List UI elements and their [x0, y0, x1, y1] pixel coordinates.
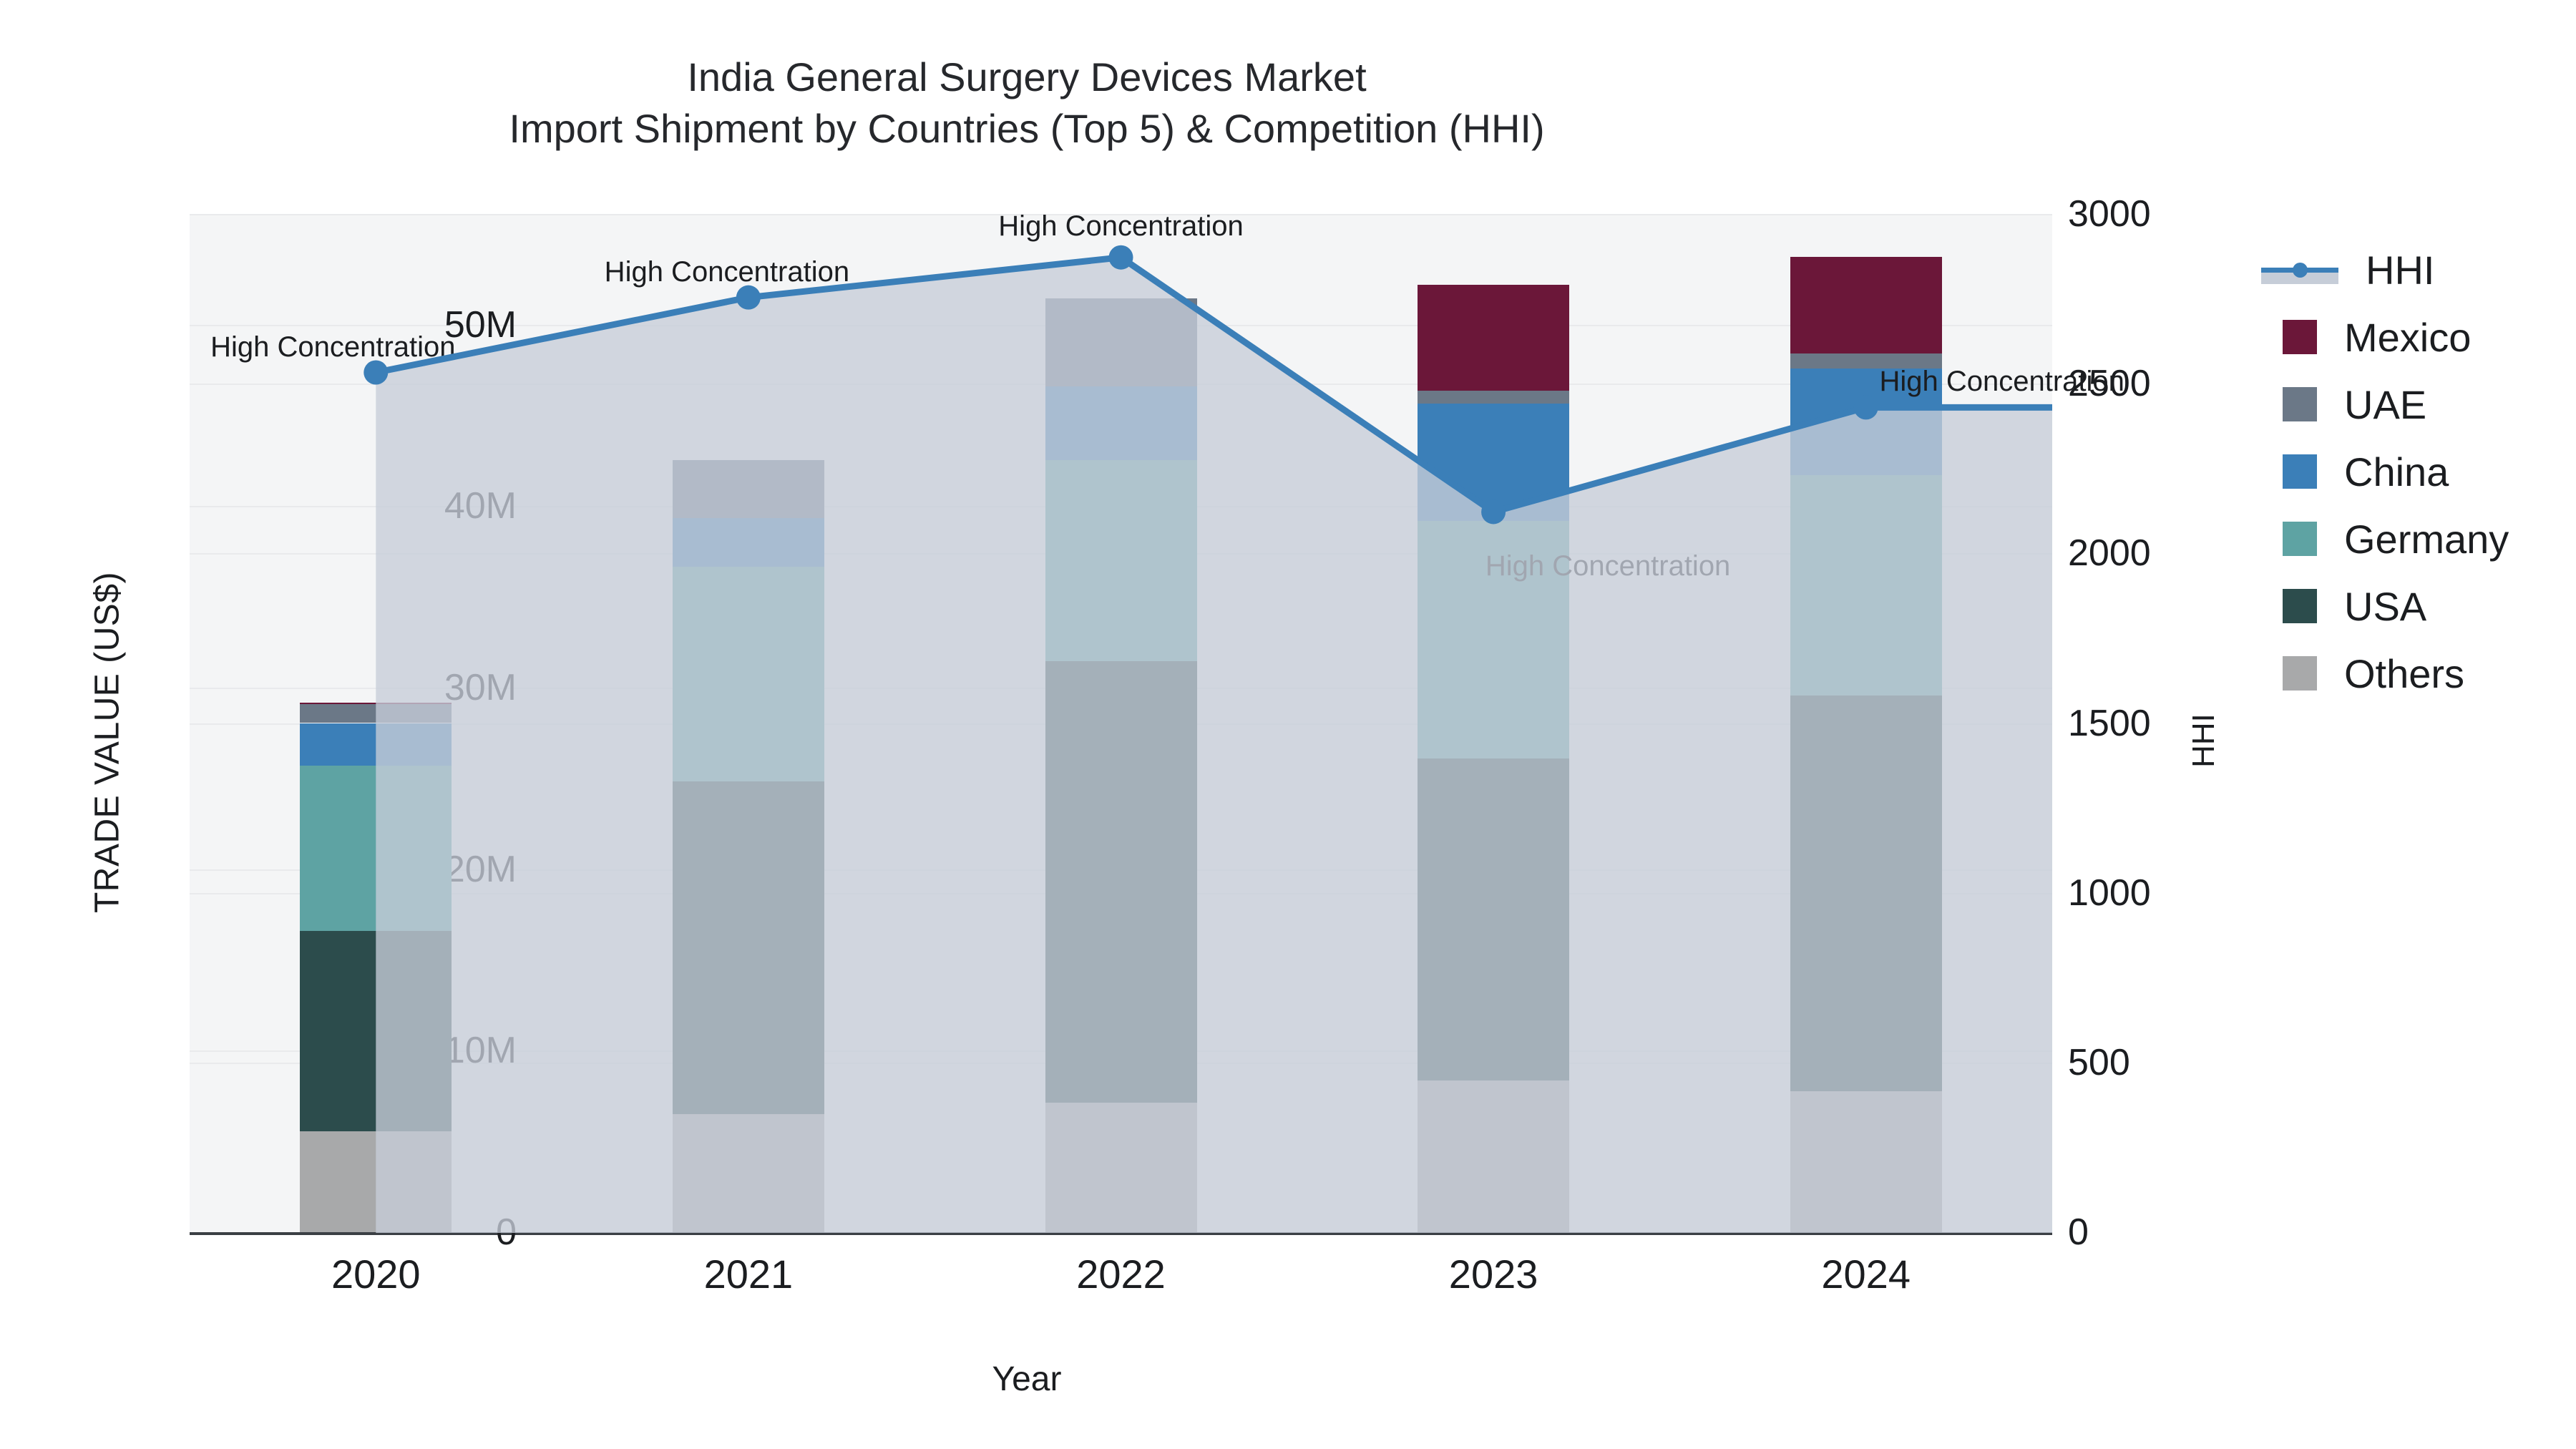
- legend-label: China: [2344, 449, 2449, 494]
- chart-title-line1: India General Surgery Devices Market: [687, 54, 1367, 99]
- legend-swatch-uae: [2283, 387, 2317, 421]
- bar-segment-usa[interactable]: [672, 781, 824, 1115]
- bar-segment-germany[interactable]: [300, 766, 452, 931]
- hhi-annotation: High Concentration: [1485, 550, 1731, 582]
- y2-axis-tick-label: 500: [2068, 1041, 2130, 1083]
- x-axis-tick-label: 2020: [331, 1252, 421, 1297]
- bar-segment-china[interactable]: [672, 517, 824, 567]
- bar-segment-others[interactable]: [1045, 1102, 1197, 1232]
- bar-segment-germany[interactable]: [1790, 475, 1942, 696]
- legend-line-dot: [2293, 263, 2308, 278]
- legend-label: Others: [2344, 650, 2465, 696]
- chart-title-line2: Import Shipment by Countries (Top 5) & C…: [509, 105, 1545, 151]
- y2-axis-tick-label: 0: [2068, 1211, 2089, 1253]
- bar-segment-mexico[interactable]: [1418, 284, 1570, 391]
- legend-item-china[interactable]: China: [2261, 438, 2576, 505]
- bar-segment-uae[interactable]: [300, 703, 452, 723]
- legend-swatch-china: [2283, 454, 2317, 489]
- legend-label: Mexico: [2344, 314, 2472, 360]
- bar-segment-mexico[interactable]: [1790, 256, 1942, 354]
- bar-segment-uae[interactable]: [672, 459, 824, 518]
- y2-axis-title: HHI: [2186, 713, 2221, 768]
- legend-label: USA: [2344, 583, 2427, 629]
- legend-item-uae[interactable]: UAE: [2261, 371, 2576, 438]
- legend-label: UAE: [2344, 381, 2427, 427]
- bar-segment-china[interactable]: [300, 723, 452, 766]
- legend-area-swatch: [2261, 273, 2338, 284]
- bar-segment-germany[interactable]: [672, 567, 824, 781]
- gridline-y2-5: [190, 214, 2052, 215]
- legend-swatch-usa: [2283, 589, 2317, 623]
- legend-line-marker-icon: [2261, 255, 2338, 284]
- bar-segment-china[interactable]: [1045, 386, 1197, 460]
- bar-stack[interactable]: [300, 215, 452, 1233]
- bar-segment-usa[interactable]: [1790, 696, 1942, 1092]
- bar-segment-others[interactable]: [672, 1114, 824, 1232]
- bar-segment-others[interactable]: [300, 1131, 452, 1232]
- legend-label: Germany: [2344, 516, 2509, 562]
- bar-stack[interactable]: [672, 215, 824, 1233]
- x-axis-tick-label: 2021: [703, 1252, 794, 1297]
- y2-axis-tick-label: 3000: [2068, 193, 2151, 235]
- y2-axis-tick-label: 2500: [2068, 363, 2151, 405]
- y2-axis-tick-label: 1500: [2068, 702, 2151, 744]
- bar-segment-germany[interactable]: [1045, 459, 1197, 662]
- bar-segment-usa[interactable]: [300, 930, 452, 1132]
- hhi-annotation: High Concentration: [604, 255, 850, 288]
- legend-swatch-others: [2283, 656, 2317, 691]
- legend-label: HHI: [2366, 247, 2435, 293]
- y2-axis-tick-label: 2000: [2068, 532, 2151, 575]
- bar-segment-usa[interactable]: [1045, 661, 1197, 1103]
- hhi-annotation: High Concentration: [210, 331, 456, 363]
- bar-stack[interactable]: [1045, 215, 1197, 1233]
- hhi-annotation: High Concentration: [1879, 366, 2124, 398]
- bar-segment-china[interactable]: [1418, 404, 1570, 521]
- bar-segment-uae[interactable]: [1418, 391, 1570, 404]
- legend-item-others[interactable]: Others: [2261, 640, 2576, 707]
- bar-segment-others[interactable]: [1790, 1091, 1942, 1232]
- bar-segment-uae[interactable]: [1045, 298, 1197, 386]
- y-axis-title: TRADE VALUE (US$): [88, 571, 127, 914]
- x-axis-tick-label: 2022: [1076, 1252, 1166, 1297]
- x-axis-title: Year: [992, 1360, 1062, 1398]
- chart-title: India General Surgery Devices Market Imp…: [0, 52, 2054, 154]
- y2-axis-tick-label: 1000: [2068, 872, 2151, 914]
- legend-item-hhi[interactable]: HHI: [2261, 236, 2576, 303]
- x-axis-tick-label: 2023: [1448, 1252, 1538, 1297]
- bar-stack[interactable]: [1418, 215, 1570, 1233]
- legend-swatch-mexico: [2283, 320, 2317, 354]
- legend: HHI Mexico UAE China Germany USA Others: [2261, 236, 2576, 707]
- x-axis-tick-label: 2024: [1821, 1252, 1911, 1297]
- bar-segment-others[interactable]: [1418, 1080, 1570, 1232]
- legend-item-mexico[interactable]: Mexico: [2261, 303, 2576, 371]
- x-axis-line: [190, 1232, 2052, 1235]
- hhi-annotation: High Concentration: [998, 210, 1244, 242]
- legend-item-usa[interactable]: USA: [2261, 572, 2576, 640]
- bar-segment-usa[interactable]: [1418, 758, 1570, 1081]
- legend-item-germany[interactable]: Germany: [2261, 505, 2576, 572]
- legend-swatch-germany: [2283, 522, 2317, 556]
- bar-segment-mexico[interactable]: [300, 702, 452, 704]
